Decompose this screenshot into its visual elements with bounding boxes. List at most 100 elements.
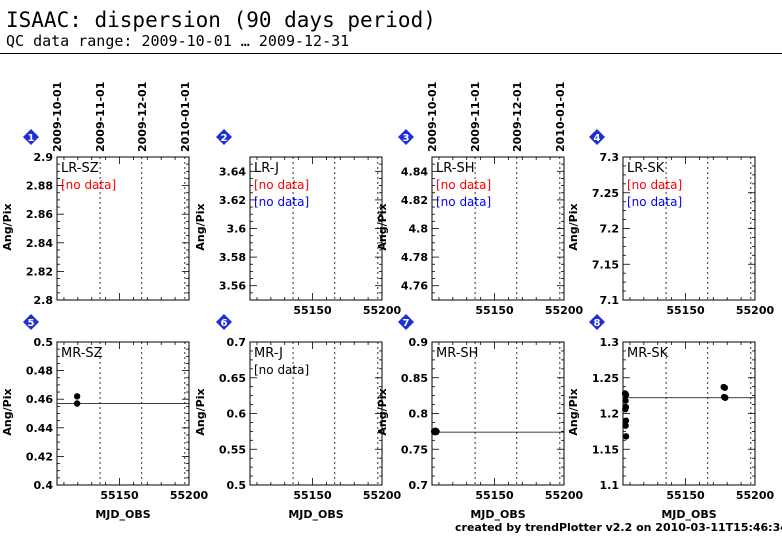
y-tick-label: 7.1: [600, 294, 620, 307]
y-tick-label: 3.64: [219, 165, 246, 178]
chart-panel-3: 3 4.76 4.78 4.8 4.82 4.84 55150 55200 Ang/Pix 200…: [376, 82, 583, 317]
y-tick-label: 0.75: [401, 443, 428, 456]
data-point: [722, 394, 729, 401]
date-tick-label: 2009-12-01: [511, 82, 524, 152]
panel-label: LR-SK: [627, 161, 665, 176]
panel-badge-icon: [216, 129, 232, 145]
y-tick-label: 4.76: [401, 280, 428, 293]
date-tick-label: 2009-11-01: [94, 82, 107, 152]
x-tick-label: 55150: [475, 304, 514, 317]
y-tick-label: 2.86: [26, 208, 53, 221]
x-tick-label: 55200: [545, 304, 584, 317]
date-tick-label: 2009-10-01: [426, 82, 439, 152]
no-data-note: [no data]: [61, 178, 116, 192]
y-tick-label: 2.8: [34, 294, 54, 307]
y-tick-label: 0.4: [34, 479, 54, 492]
y-tick-label: 7.3: [600, 151, 620, 164]
x-tick-label: 55200: [363, 489, 402, 502]
y-axis-label: Ang/Pix: [1, 203, 14, 250]
date-tick-label: 2010-01-01: [179, 82, 192, 152]
x-tick-label: 55200: [363, 304, 402, 317]
footer-credit: created by trendPlotter v2.2 on 2010-03-…: [455, 521, 782, 534]
y-tick-label: 2.88: [26, 180, 53, 193]
x-axis-label: MJD_OBS: [288, 508, 343, 521]
y-tick-label: 0.55: [219, 443, 246, 456]
date-tick-label: 2009-12-01: [136, 82, 149, 152]
data-point: [622, 422, 629, 429]
x-tick-label: 55200: [736, 489, 775, 502]
x-axis-label: MJD_OBS: [661, 508, 716, 521]
chart-panel-6: 6 0.5 0.55 0.6 0.65 0.7 55150 55200 MJD_OBS Ang/P…: [194, 314, 401, 521]
chart-panel-4: 4 7.1 7.15 7.2 7.25 7.3 55150 55200 Ang/Pix LR-SK…: [567, 129, 774, 317]
data-point: [73, 393, 81, 400]
date-tick-label: 2009-10-01: [51, 82, 64, 152]
y-axis-label: Ang/Pix: [567, 203, 580, 250]
panel-label: MR-SK: [627, 346, 669, 361]
y-tick-label: 4.78: [401, 251, 428, 264]
panel-badge-number: 4: [594, 133, 601, 144]
chart-panel-7: 7 0.7 0.75 0.8 0.85 0.9 55150 55200 MJD_OBS Ang/P…: [376, 314, 583, 521]
x-tick-label: 55150: [100, 489, 139, 502]
y-tick-label: 0.5: [34, 336, 54, 349]
no-data-note: [no data]: [254, 178, 309, 192]
chart-panel-8: 8 1.1 1.15 1.2 1.25 1.3 55150 55200 MJD_OBS Ang/P…: [567, 314, 774, 521]
y-tick-label: 1.15: [592, 443, 619, 456]
y-tick-label: 1.2: [600, 408, 620, 421]
y-axis-label: Ang/Pix: [194, 388, 207, 435]
panel-label: LR-SZ: [61, 161, 99, 176]
y-axis-label: Ang/Pix: [376, 203, 389, 250]
y-tick-label: 1.1: [600, 479, 620, 492]
y-tick-label: 3.6: [227, 223, 247, 236]
y-tick-label: 4.8: [409, 223, 429, 236]
y-tick-label: 0.7: [409, 479, 429, 492]
no-data-note: [no data]: [627, 178, 682, 192]
panel-badge-number: 6: [221, 318, 228, 329]
x-tick-label: 55200: [545, 489, 584, 502]
y-axis-label: Ang/Pix: [194, 203, 207, 250]
data-point: [622, 417, 630, 424]
data-point: [73, 400, 81, 407]
x-tick-label: 55150: [293, 489, 332, 502]
y-axis-label: Ang/Pix: [567, 388, 580, 435]
x-tick-label: 55150: [666, 489, 705, 502]
y-tick-label: 1.3: [600, 336, 620, 349]
y-axis-label: Ang/Pix: [376, 388, 389, 435]
panel-label: MR-SZ: [61, 346, 103, 361]
panel-label: LR-J: [254, 161, 279, 176]
panel-badge-number: 8: [594, 318, 601, 329]
no-data-note: [no data]: [254, 195, 309, 209]
panel-badge-icon: [398, 314, 414, 330]
y-tick-label: 0.48: [26, 365, 53, 378]
y-tick-label: 3.58: [219, 251, 246, 264]
y-tick-label: 0.65: [219, 372, 246, 385]
plot-frame: [622, 341, 756, 486]
y-tick-label: 0.46: [26, 393, 53, 406]
panel-badge-number: 5: [28, 318, 35, 329]
y-tick-label: 1.25: [592, 372, 619, 385]
y-tick-label: 7.15: [592, 258, 619, 271]
panel-badge-icon: [589, 129, 605, 145]
y-axis-label: Ang/Pix: [1, 388, 14, 435]
header-divider: [0, 53, 782, 54]
y-tick-label: 0.8: [409, 408, 429, 421]
data-point: [622, 433, 630, 440]
no-data-note: [no data]: [627, 195, 682, 209]
page-title: ISAAC: dispersion (90 days period): [6, 8, 436, 32]
plot-frame: [56, 341, 190, 486]
chart-panel-2: 2 3.56 3.58 3.6 3.62 3.64 55150 55200 Ang/Pix LR-…: [194, 129, 401, 317]
data-point: [622, 397, 629, 404]
x-tick-label: 55150: [293, 304, 332, 317]
plot-frame: [431, 341, 565, 486]
panel-badge-icon: [398, 129, 414, 145]
y-tick-label: 0.85: [401, 372, 428, 385]
panel-label: MR-J: [254, 346, 283, 361]
no-data-note: [no data]: [436, 195, 491, 209]
y-tick-label: 0.42: [26, 450, 53, 463]
panel-badge-number: 7: [403, 318, 410, 329]
panel-badge-number: 1: [28, 133, 35, 144]
panel-badge-icon: [216, 314, 232, 330]
y-tick-label: 0.9: [409, 336, 429, 349]
x-axis-label: MJD_OBS: [95, 508, 150, 521]
y-tick-label: 0.5: [227, 479, 247, 492]
